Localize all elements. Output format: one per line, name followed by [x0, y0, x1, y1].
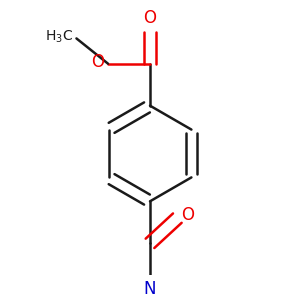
Text: O: O — [92, 53, 104, 71]
Text: H$_3$C: H$_3$C — [46, 29, 74, 46]
Text: O: O — [143, 9, 157, 27]
Text: N: N — [144, 280, 156, 298]
Text: O: O — [181, 206, 194, 224]
